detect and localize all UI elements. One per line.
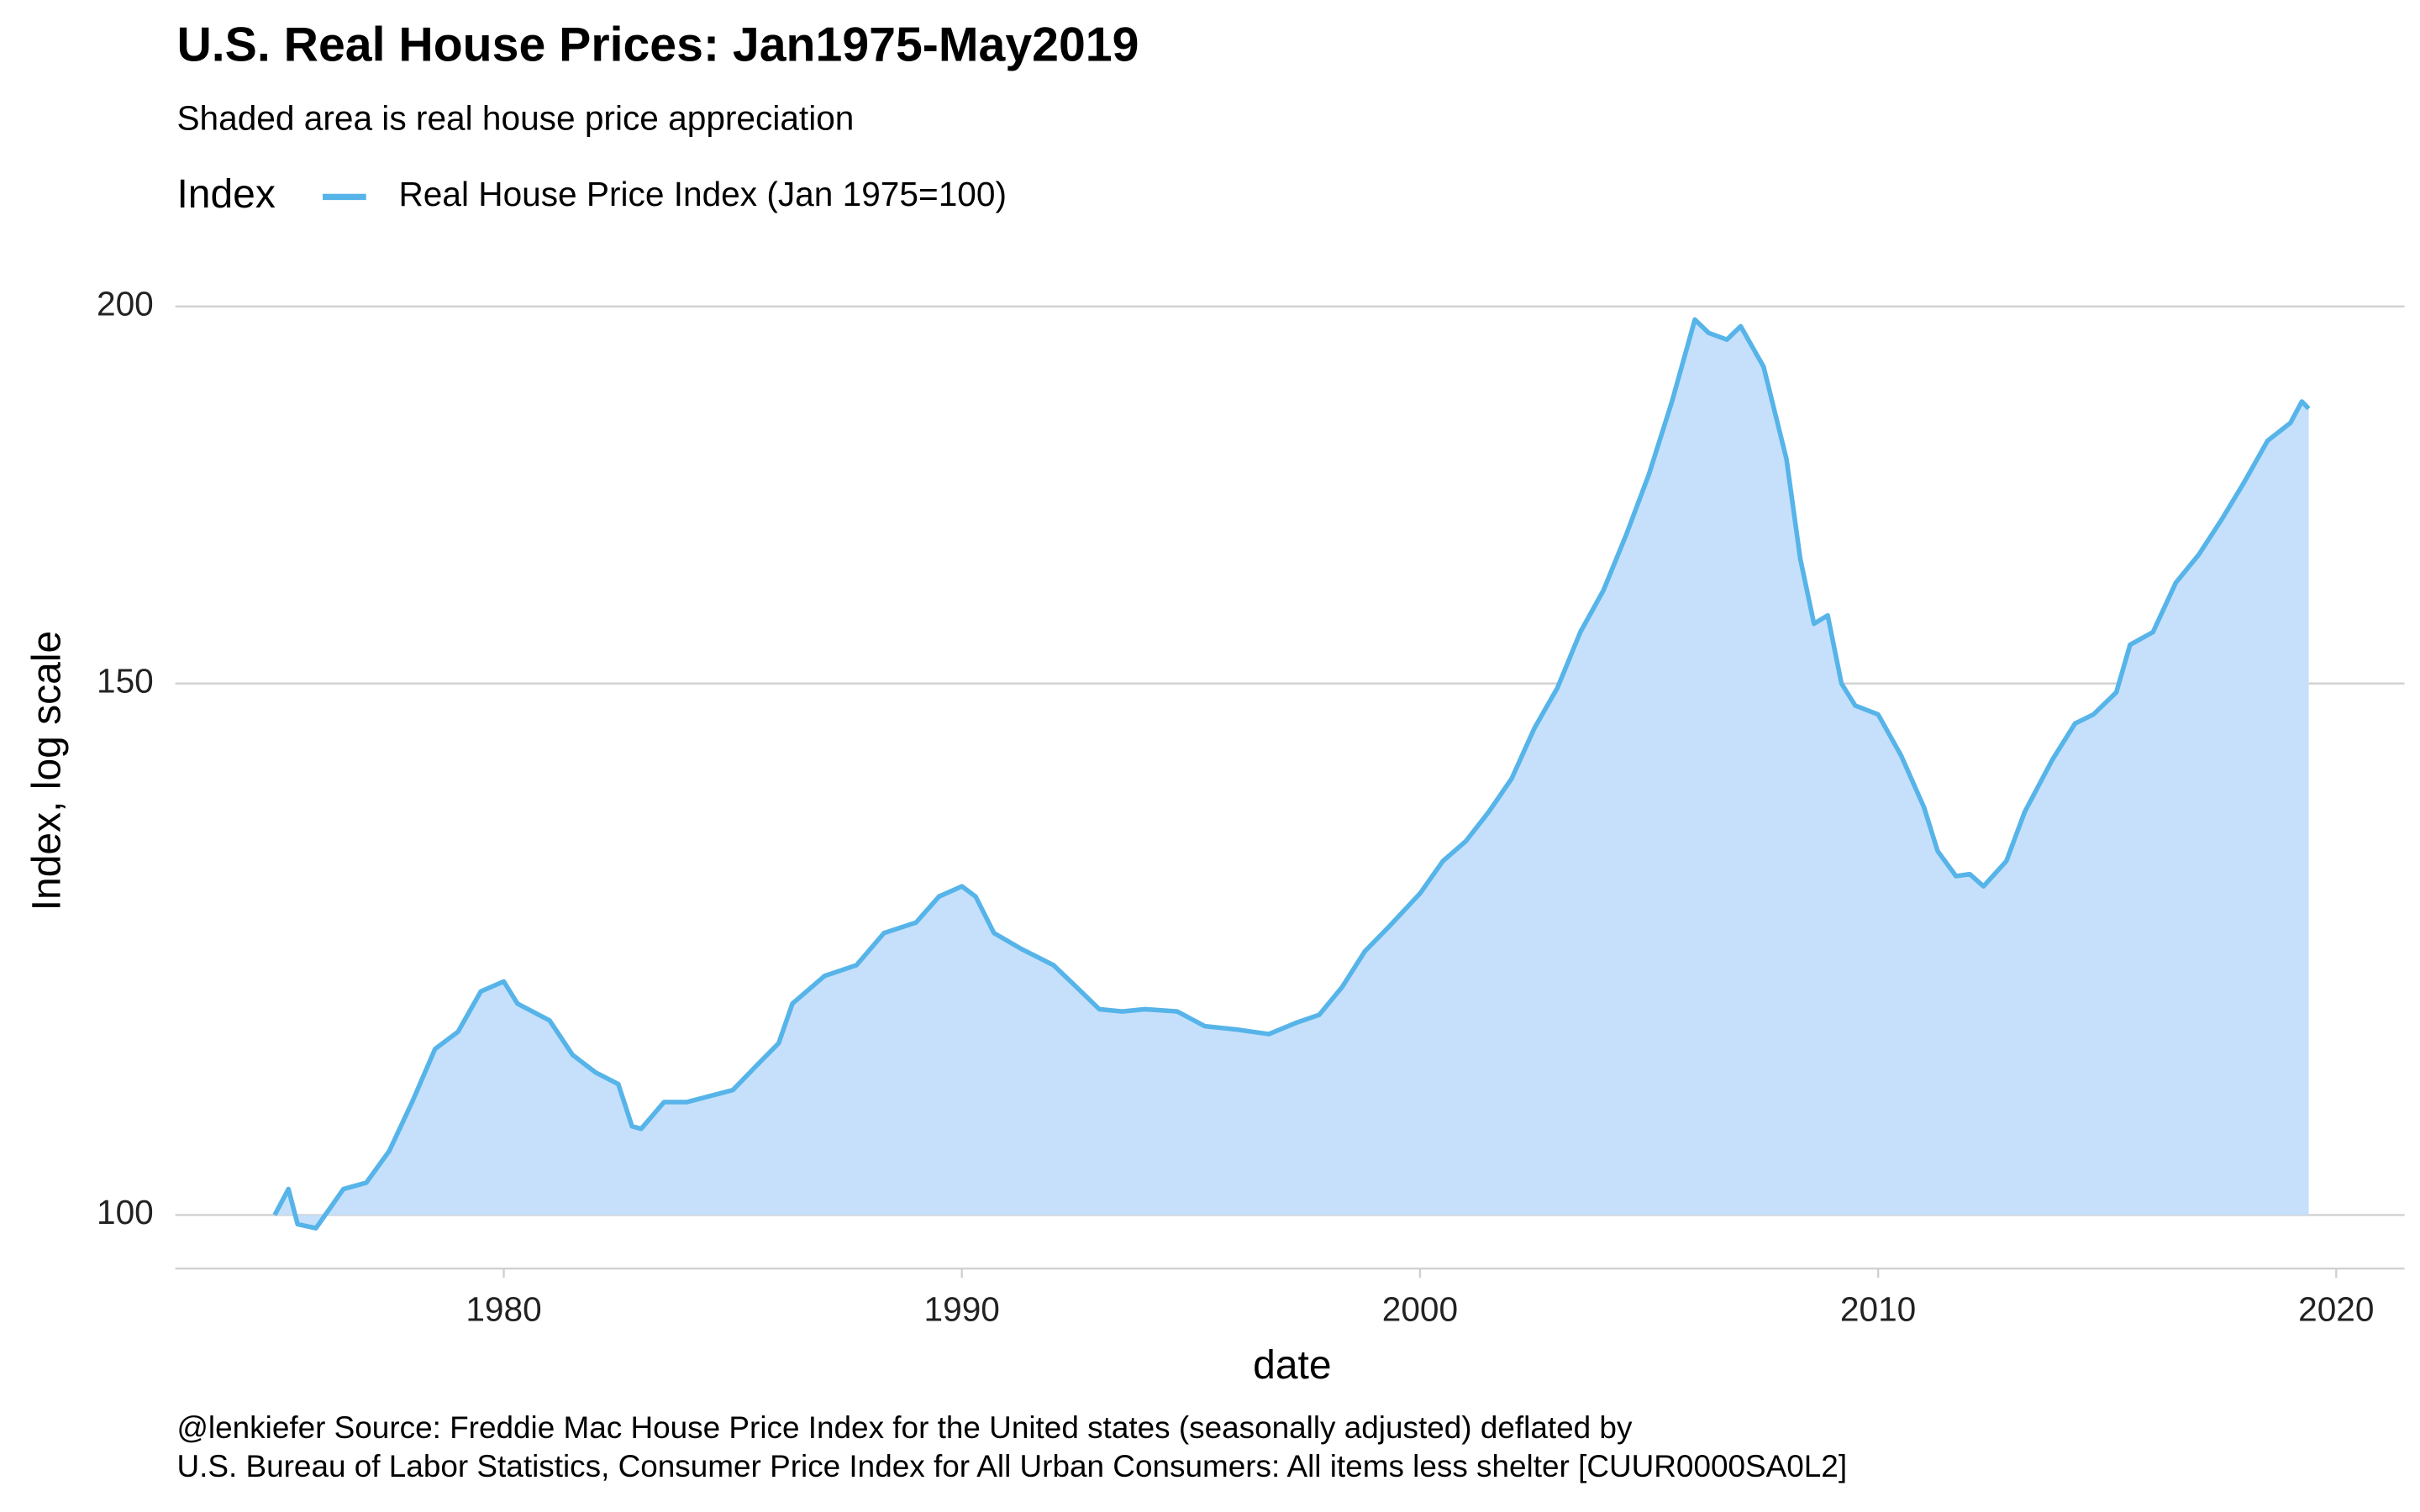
chart-title: U.S. Real House Prices: Jan1975-May2019 [176, 18, 1139, 71]
y-tick-label: 100 [97, 1193, 154, 1231]
line [272, 317, 2311, 1231]
x-tick-label: 2010 [1840, 1290, 1916, 1329]
x-axis-title: date [1253, 1343, 1331, 1388]
x-tick-label: 2000 [1382, 1290, 1458, 1329]
x-tick-label: 1980 [466, 1290, 541, 1329]
caption: @lenkiefer Source: Freddie Mac House Pri… [176, 1410, 1632, 1445]
x-tick-label: 1990 [924, 1290, 1000, 1329]
appreciation-area [274, 319, 2309, 1229]
legend-label: Real House Price Index (Jan 1975=100) [398, 175, 1007, 213]
caption: U.S. Bureau of Labor Statistics, Consume… [176, 1449, 1847, 1483]
y-tick-label: 200 [97, 285, 154, 323]
y-tick-label: 150 [97, 661, 154, 700]
legend-title: Index [176, 172, 275, 217]
chart-subtitle: Shaded area is real house price apprecia… [176, 99, 854, 138]
x-tick-label: 2020 [2298, 1290, 2374, 1329]
y-axis-title: Index, log scale [25, 631, 70, 911]
